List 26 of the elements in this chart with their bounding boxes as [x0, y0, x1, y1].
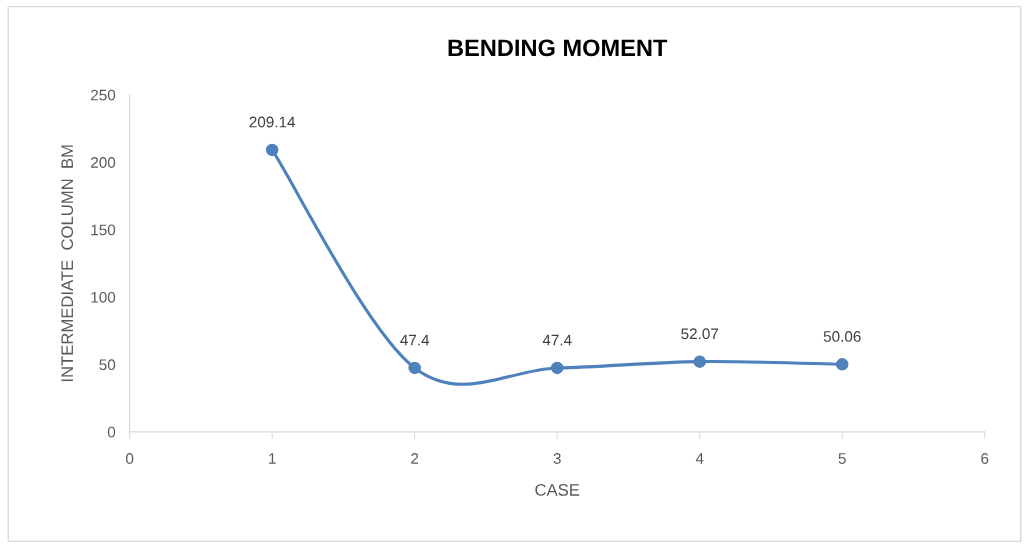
- y-tick-label: 100: [91, 291, 116, 303]
- x-tick-label: 2: [411, 453, 419, 464]
- data-label: 47.4: [542, 334, 572, 346]
- point: [550, 361, 564, 375]
- x-tick-label: 4: [695, 453, 704, 464]
- point: [265, 143, 279, 157]
- point: [693, 355, 706, 368]
- data-label: 50.06: [823, 331, 861, 342]
- x-tick-label: 5: [838, 453, 846, 464]
- x-axis-title: CASE: [535, 484, 580, 496]
- x-tick-label: 1: [269, 453, 276, 464]
- data-label: 52.07: [681, 328, 719, 340]
- y-tick-label: 50: [99, 359, 116, 371]
- data-label: 47.4: [400, 334, 430, 346]
- y-tick-label: 0: [107, 426, 116, 438]
- point: [835, 358, 849, 371]
- y-tick-label: 200: [91, 157, 116, 168]
- y-tick-label: 250: [91, 89, 116, 101]
- point: [408, 361, 421, 375]
- x-tick-label: 0: [126, 453, 134, 464]
- x-tick-label: 3: [553, 453, 561, 464]
- x-tick-label: 6: [981, 453, 989, 464]
- chart-title: BENDING MOMENT: [448, 39, 668, 57]
- y-tick-label: 150: [91, 224, 116, 236]
- data-label: 209.14: [249, 116, 296, 128]
- y-axis-title: INTERMEDIATE COLUMN BM: [61, 145, 74, 382]
